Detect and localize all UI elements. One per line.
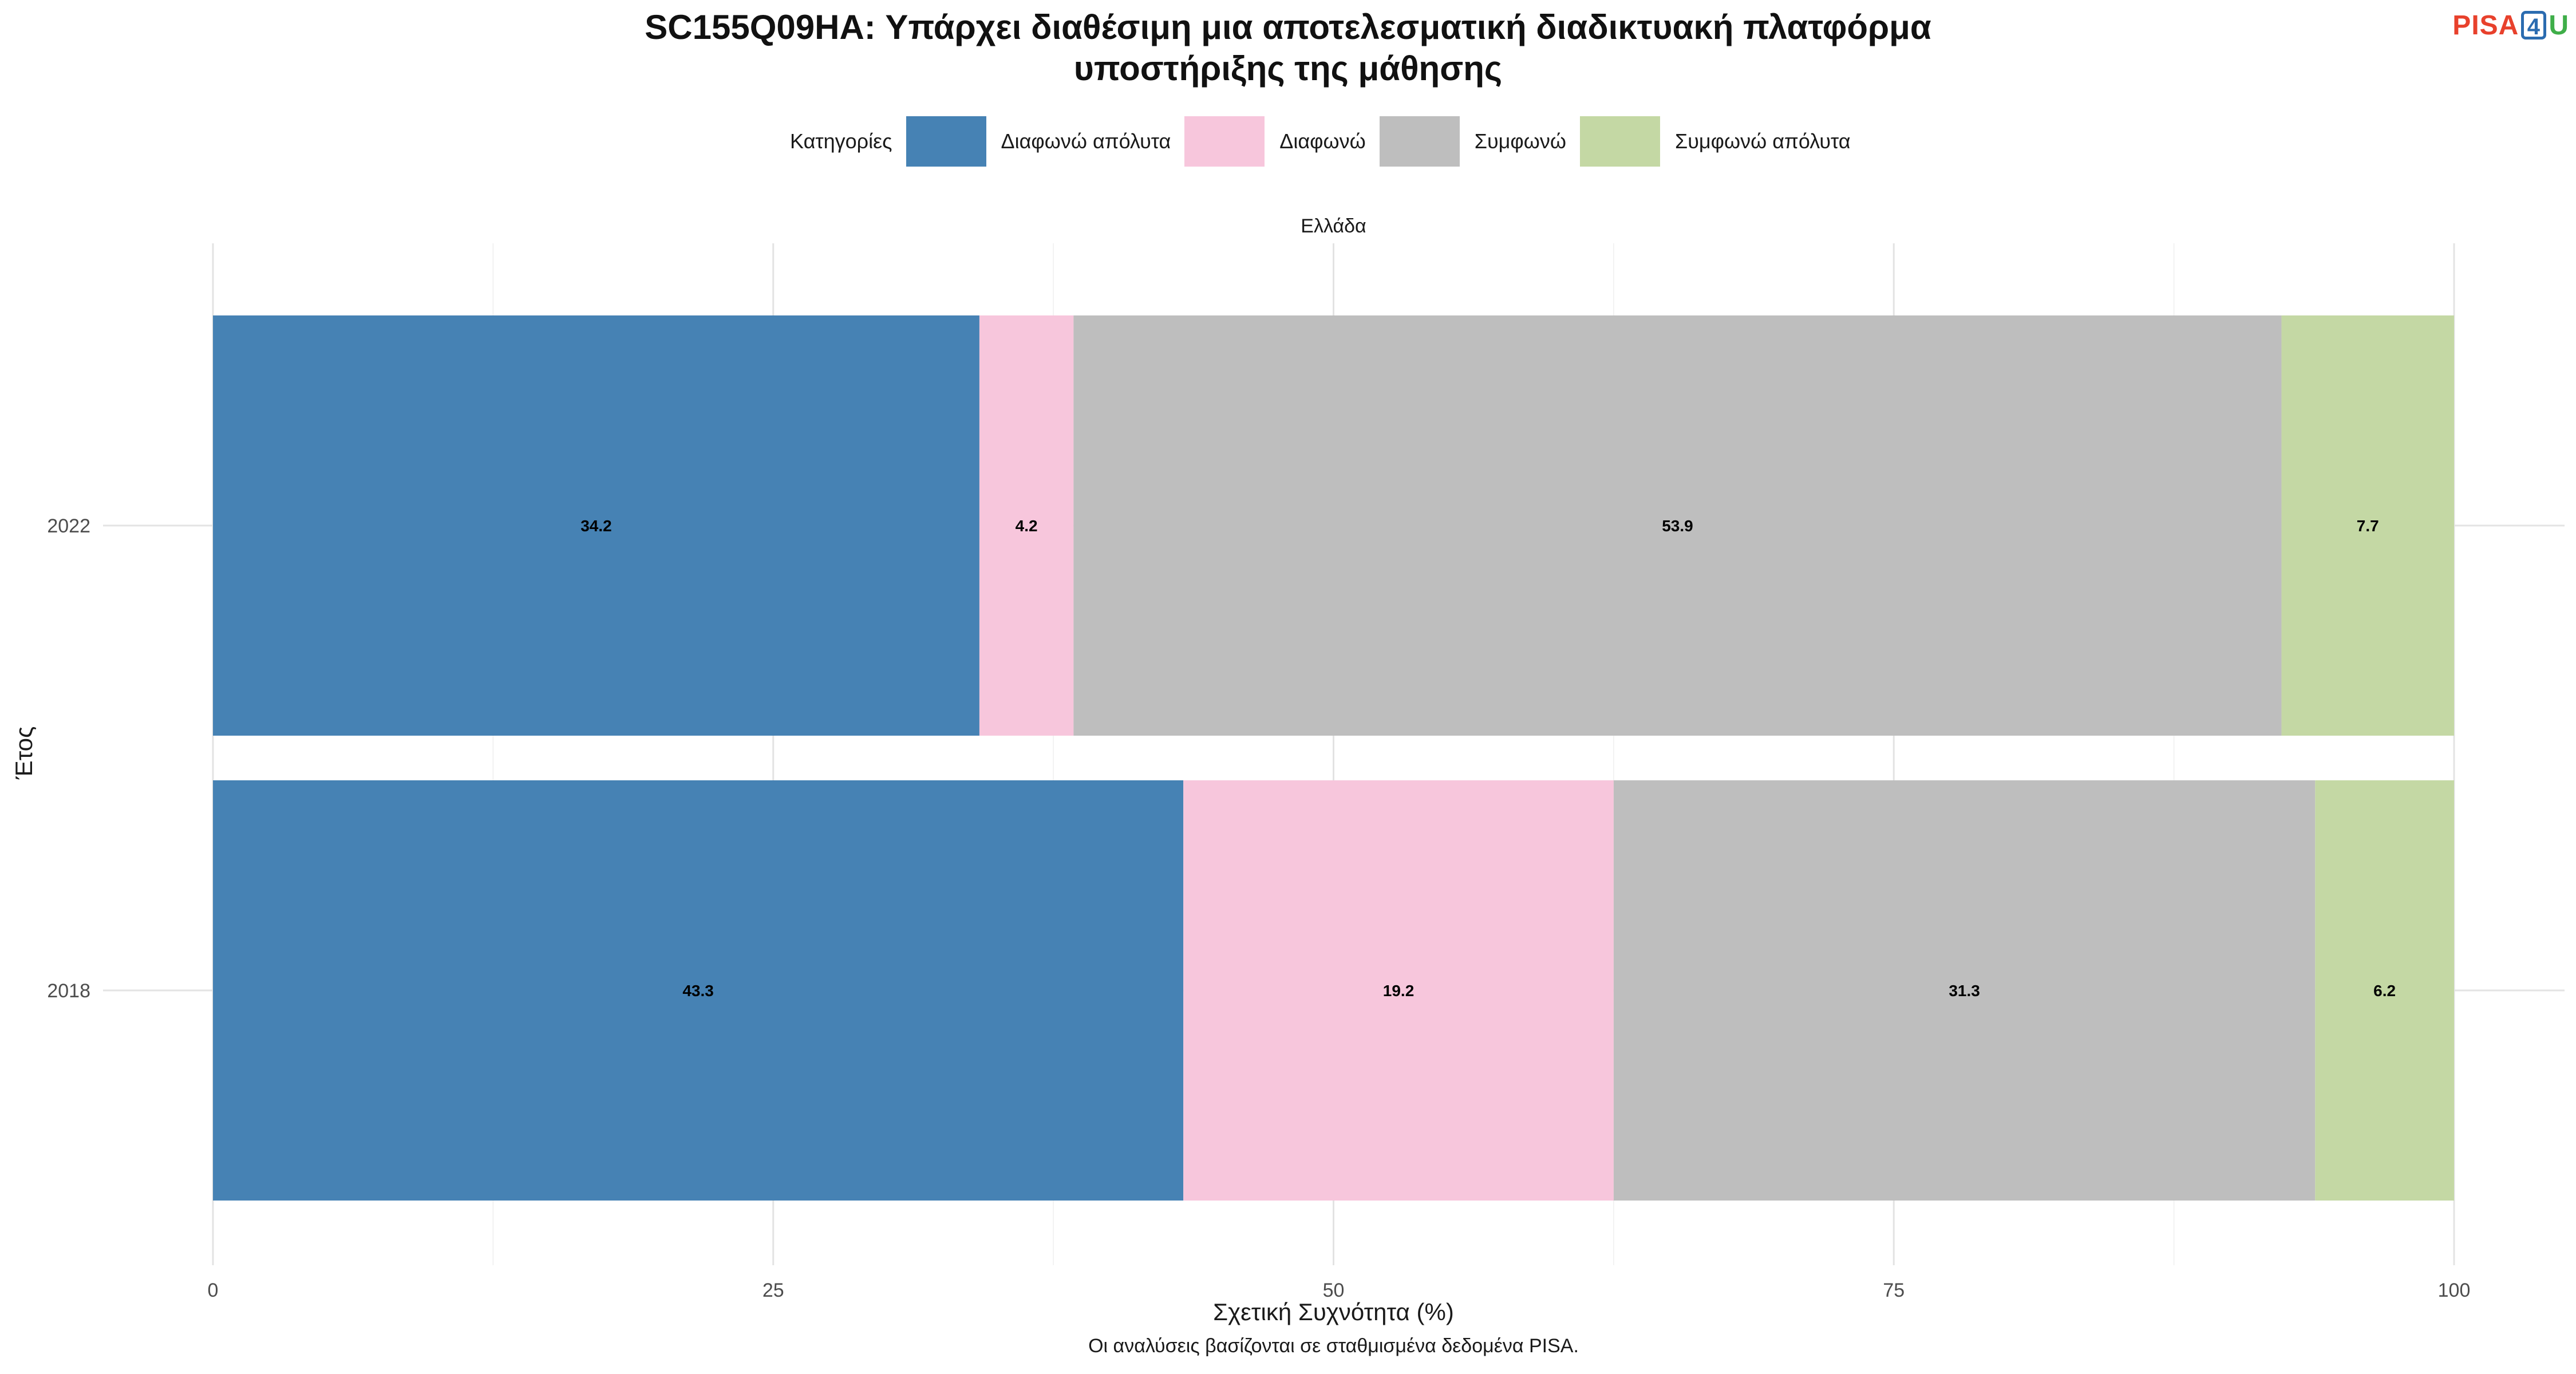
logo-tail: U [2549,10,2569,41]
data-label-2018-4: 6.2 [2373,982,2396,1000]
x-axis-title: Σχετική Συχνότητα (%) [1213,1298,1454,1325]
legend-item-4: Συμφωνώ απόλυτα [1579,116,1851,167]
x-tick-label: 0 [208,1280,219,1301]
legend-item-1: Διαφωνώ απόλυτα [906,116,1171,167]
data-label-2018-2: 19.2 [1383,982,1415,1000]
bar-segment-2022-2 [979,315,1074,736]
legend-title: Κατηγορίες [790,129,892,153]
legend-label: Διαφωνώ [1279,129,1366,153]
legend: Κατηγορίες Διαφωνώ απόλυτα Διαφωνώ Συμφωνώ… [790,116,1864,167]
legend-item-3: Συμφωνώ [1379,116,1566,167]
facet-label: Ελλάδα [1301,215,1366,237]
y-tick-label: 2018 [47,980,90,1002]
chart-title-line2: υποστήριξης της μάθησης [1073,49,1503,88]
x-tick-label: 25 [762,1280,784,1301]
legend-swatch [1184,116,1265,167]
legend-label: Συμφωνώ [1474,129,1566,153]
data-label-2022-1: 34.2 [580,517,612,535]
legend-swatch [1379,116,1460,167]
chart-title-line1: SC155Q09HA: Υπάρχει διαθέσιμη μια αποτελ… [645,8,1931,46]
data-label-2018-3: 31.3 [1949,982,1980,1000]
bar-segment-2018-1 [213,780,1184,1201]
data-label-2022-4: 7.7 [2357,517,2379,535]
x-tick-label: 75 [1883,1280,1905,1301]
legend-swatch [906,116,986,167]
bar-segment-2022-3 [1073,315,2282,736]
pisa4u-logo: PISA 4 U [2452,8,2569,42]
bar-segment-2022-1 [213,315,979,736]
data-label-2022-2: 4.2 [1016,517,1038,535]
bar-segment-2018-3 [1613,780,2316,1201]
bar-segment-2018-4 [2315,780,2454,1201]
data-label-2022-3: 53.9 [1662,517,1693,535]
x-tick-label: 100 [2438,1280,2471,1301]
legend-swatch [1579,116,1660,167]
legend-item-2: Διαφωνώ [1184,116,1366,167]
caption: Οι αναλύσεις βασίζονται σε σταθμισμένα δ… [1088,1335,1579,1357]
data-label-2018-1: 43.3 [682,982,714,1000]
x-tick-label: 50 [1323,1280,1345,1301]
legend-label: Διαφωνώ απόλυτα [1001,129,1171,153]
y-axis-title: Έτος [10,726,37,780]
y-tick-label: 2022 [47,515,90,537]
bar-segment-2022-4 [2281,315,2454,736]
legend-label: Συμφωνώ απόλυτα [1674,129,1851,153]
bar-segment-2018-2 [1183,780,1614,1201]
logo-text: PISA [2452,10,2519,41]
logo-digit: 4 [2521,11,2547,40]
